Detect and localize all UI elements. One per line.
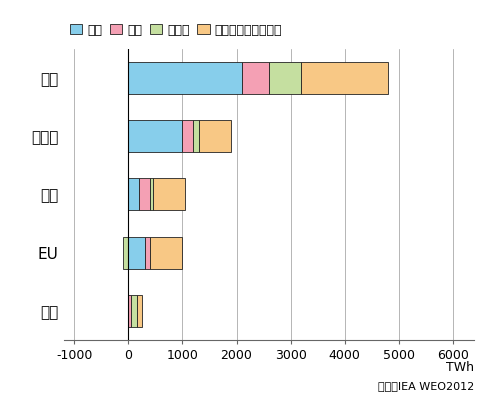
Bar <box>198 120 231 152</box>
Bar <box>193 120 198 152</box>
Bar <box>242 62 268 94</box>
Bar <box>128 237 144 269</box>
Bar <box>131 295 136 327</box>
Bar <box>152 178 185 211</box>
Bar <box>128 62 242 94</box>
Text: TWh: TWh <box>446 360 473 373</box>
Text: 出所）IEA WEO2012: 出所）IEA WEO2012 <box>377 381 473 391</box>
Bar <box>139 178 150 211</box>
Bar <box>144 237 150 269</box>
Bar <box>182 120 193 152</box>
Bar <box>301 62 387 94</box>
Bar <box>150 237 182 269</box>
Legend: 石炭, ガス, 原子力, 再生可能エネルギー: 石炭, ガス, 原子力, 再生可能エネルギー <box>70 23 282 36</box>
Bar <box>128 295 131 327</box>
Bar <box>150 178 152 211</box>
Bar <box>128 178 139 211</box>
Bar <box>136 295 142 327</box>
Bar <box>268 62 301 94</box>
Bar <box>128 120 182 152</box>
Bar <box>123 237 128 269</box>
